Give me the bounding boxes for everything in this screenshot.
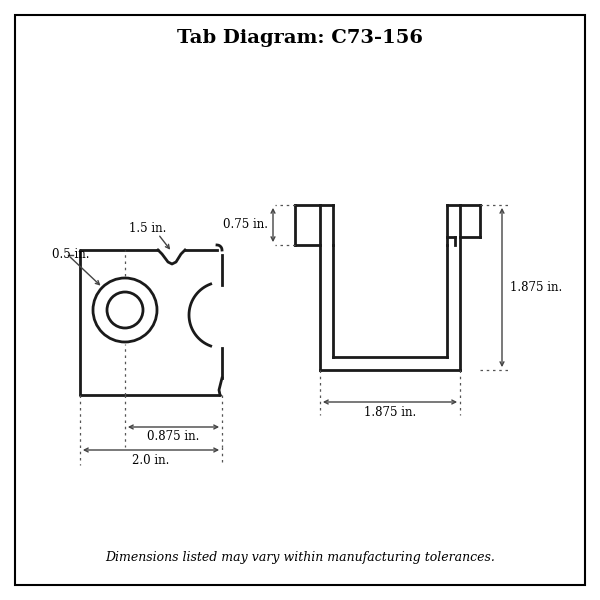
Text: 1.5 in.: 1.5 in. [130, 221, 167, 235]
Text: 2.0 in.: 2.0 in. [133, 454, 170, 467]
Text: 0.875 in.: 0.875 in. [148, 431, 200, 443]
Text: 0.5 in.: 0.5 in. [52, 248, 89, 262]
Text: Tab Diagram: C73-156: Tab Diagram: C73-156 [177, 29, 423, 47]
Text: 1.875 in.: 1.875 in. [364, 407, 416, 419]
Text: 0.75 in.: 0.75 in. [223, 218, 268, 232]
Text: Dimensions listed may vary within manufacturing tolerances.: Dimensions listed may vary within manufa… [105, 551, 495, 565]
Text: 1.875 in.: 1.875 in. [510, 281, 562, 294]
